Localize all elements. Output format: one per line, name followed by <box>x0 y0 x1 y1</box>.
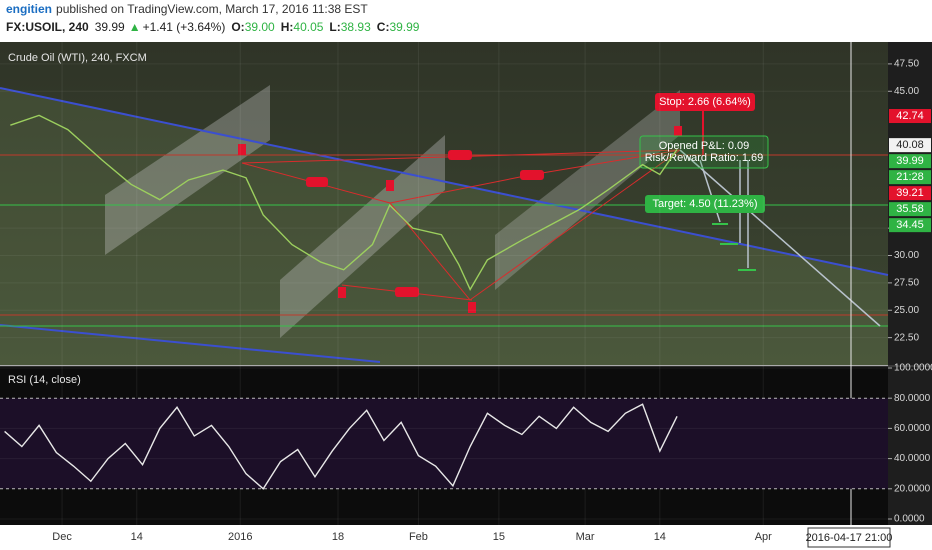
channel <box>105 85 270 255</box>
ohlc-value: 38.93 <box>341 20 371 34</box>
price-marker-label: 35.58 <box>896 203 924 215</box>
x-tick-label: 14 <box>654 531 666 543</box>
ohlc-value: 39.00 <box>245 20 275 34</box>
target-label: Target: 4.50 (11.23%) <box>653 198 758 210</box>
cursor-label: 2016-04-17 21:00 <box>806 532 893 544</box>
price-marker <box>889 186 931 201</box>
cursor-box <box>807 527 891 548</box>
pnl-box <box>639 135 769 169</box>
x-tick-label: Mar <box>576 531 595 543</box>
y-tick-label: 40.0000 <box>894 453 931 464</box>
target-box <box>645 195 765 213</box>
y-tick-label: 0.0000 <box>894 514 925 525</box>
pnl-label: Opened P&L: 0.09 <box>659 140 750 152</box>
stop-box <box>655 93 755 111</box>
x-tick-label: 15 <box>493 531 505 543</box>
x-tick-label: Dec <box>52 531 72 543</box>
trend-line <box>0 87 889 276</box>
series-line <box>4 403 678 490</box>
price-marker <box>889 170 931 185</box>
time-axis <box>0 525 932 550</box>
channel <box>280 135 445 338</box>
ohlc-key: H: <box>281 20 294 34</box>
price-marker <box>889 109 931 124</box>
price-marker <box>889 218 931 233</box>
channel <box>495 90 680 290</box>
trend-shade <box>0 88 888 365</box>
y-tick-label: 27.50 <box>894 278 919 289</box>
x-tick-label: 14 <box>131 531 143 543</box>
y-tick-label: 80.0000 <box>894 393 931 404</box>
x-tick-label: Feb <box>409 531 428 543</box>
x-tick-label: 2016 <box>228 531 252 543</box>
rsi-title: RSI (14, close) <box>8 374 81 386</box>
y-tick-label: 60.0000 <box>894 423 931 434</box>
last-price: 39.99 <box>95 20 125 34</box>
change-arrow: ▲ <box>129 20 141 34</box>
pattern-markers <box>238 126 682 313</box>
ohlc-value: 39.99 <box>389 20 419 34</box>
price-marker-label: 40.08 <box>896 139 924 151</box>
rsi-band <box>0 398 888 489</box>
published: published on TradingView.com, March 17, … <box>56 2 368 16</box>
user[interactable]: engitien <box>6 2 52 16</box>
price-marker <box>889 154 931 169</box>
price-marker-label: 39.21 <box>896 187 924 199</box>
price-marker-label: 39.99 <box>896 155 924 167</box>
change: +1.41 (+3.64%) <box>143 20 226 34</box>
y-tick-label: 22.50 <box>894 332 919 343</box>
y-tick-label: 45.00 <box>894 86 919 97</box>
x-tick-label: 18 <box>332 531 344 543</box>
price-marker <box>889 202 931 217</box>
stop-label: Stop: 2.66 (6.64%) <box>659 96 751 108</box>
trend-line <box>0 324 381 363</box>
price-marker-label: 42.74 <box>896 110 924 122</box>
price-marker <box>889 138 931 153</box>
ohlc-key: C: <box>377 20 390 34</box>
y-tick-label: 25.00 <box>894 305 919 316</box>
y-tick-label: 47.50 <box>894 59 919 70</box>
ohlc-key: O: <box>231 20 244 34</box>
price-title: Crude Oil (WTI), 240, FXCM <box>8 52 147 64</box>
ratio-label: Risk/Reward Ratio: 1.69 <box>645 152 764 164</box>
y-tick-label: 30.00 <box>894 250 919 261</box>
y-tick-label: 20.0000 <box>894 483 931 494</box>
price-marker-label: 21:28 <box>896 171 924 183</box>
x-tick-label: Apr <box>755 531 772 543</box>
header-line: engitien published on TradingView.com, Ma… <box>6 2 368 16</box>
symbol-line: FX:USOIL, 240 39.99 ▲ +1.41 (+3.64%) O:39.00… <box>6 20 420 34</box>
price-marker-label: 34.45 <box>896 219 924 231</box>
symbol: FX:USOIL, 240 <box>6 20 89 34</box>
ohlc: O:39.00 H:40.05 L:38.93 C:39.99 <box>231 20 419 34</box>
projection-targets <box>712 223 756 271</box>
series-line <box>10 114 678 291</box>
y-tick-label: 100.0000 <box>894 363 932 374</box>
drawings <box>0 42 889 525</box>
ohlc-value: 40.05 <box>293 20 323 34</box>
ohlc-key: L: <box>329 20 340 34</box>
